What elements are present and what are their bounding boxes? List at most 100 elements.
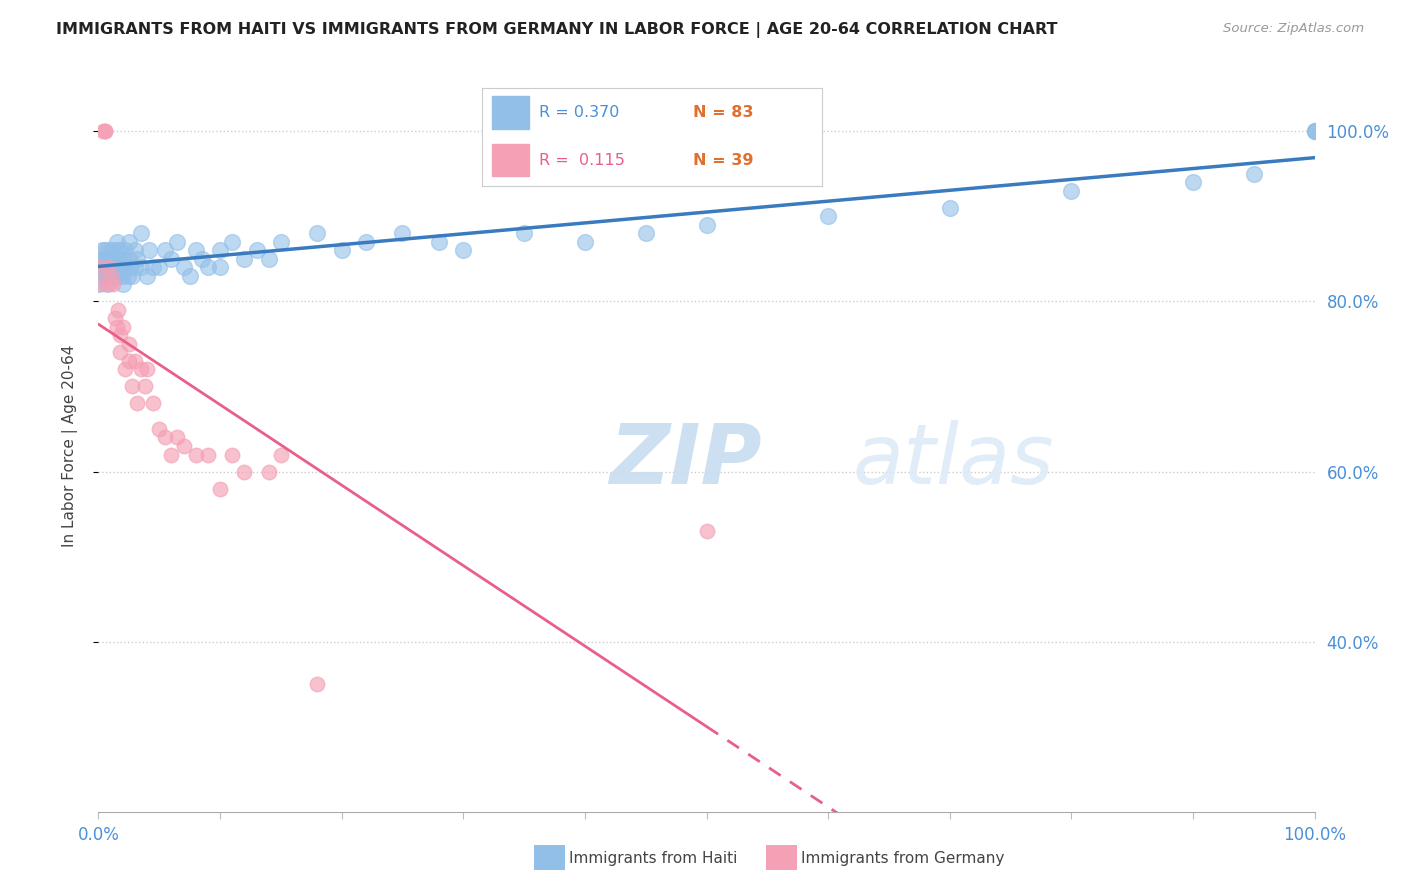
Point (118, 354, 141, 368)
Point (124, 354, 146, 368)
Point (197, 448, 219, 462)
Point (427, 235, 450, 249)
Point (111, 277, 134, 292)
Point (104, 311, 127, 326)
Point (103, 268, 125, 283)
Point (93, 124, 115, 138)
Point (87, 277, 110, 292)
Point (257, 252, 280, 266)
Point (100, 268, 122, 283)
Point (129, 260, 152, 275)
Point (330, 244, 353, 258)
Point (110, 328, 132, 343)
Point (93, 268, 115, 283)
Point (391, 227, 413, 241)
Point (173, 439, 195, 453)
Point (124, 260, 146, 275)
Point (221, 448, 243, 462)
Point (91, 244, 114, 258)
Point (134, 379, 156, 393)
Point (191, 252, 214, 266)
Point (155, 430, 177, 444)
Point (270, 448, 292, 462)
Point (209, 482, 232, 496)
Point (108, 252, 131, 266)
Point (111, 252, 134, 266)
Text: ZIP: ZIP (609, 420, 762, 501)
Point (110, 260, 132, 275)
Point (96, 277, 118, 292)
Point (98, 260, 121, 275)
Point (87, 260, 110, 275)
Point (179, 268, 201, 283)
Point (90, 260, 112, 275)
Point (453, 244, 475, 258)
Point (97, 244, 120, 258)
Text: atlas: atlas (852, 420, 1054, 501)
Point (105, 320, 128, 334)
Point (136, 362, 159, 376)
Point (111, 320, 134, 334)
Point (354, 235, 377, 249)
Point (148, 422, 170, 436)
Point (270, 235, 292, 249)
Point (136, 268, 159, 283)
Point (166, 430, 188, 444)
Point (197, 260, 219, 275)
Point (118, 252, 141, 266)
Text: Source: ZipAtlas.com: Source: ZipAtlas.com (1223, 22, 1364, 36)
Point (1060, 184, 1083, 198)
Point (114, 362, 136, 376)
Point (98, 277, 121, 292)
Point (696, 218, 718, 232)
Point (101, 277, 124, 292)
Point (124, 244, 146, 258)
Point (257, 465, 280, 479)
Point (103, 252, 125, 266)
Point (127, 252, 149, 266)
Point (110, 244, 132, 258)
Point (513, 227, 536, 241)
Point (100, 260, 122, 275)
Point (117, 268, 139, 283)
Point (91, 260, 114, 275)
Point (245, 244, 267, 258)
Point (155, 244, 177, 258)
Text: Immigrants from Haiti: Immigrants from Haiti (569, 851, 738, 865)
Point (138, 244, 160, 258)
Point (105, 252, 128, 266)
Point (127, 396, 149, 410)
Point (100, 252, 122, 266)
Point (101, 260, 124, 275)
Point (307, 677, 329, 691)
Point (148, 260, 170, 275)
Point (107, 302, 129, 317)
Point (209, 244, 232, 258)
Point (184, 448, 207, 462)
Point (166, 235, 188, 249)
Point (574, 235, 596, 249)
Point (1243, 167, 1265, 181)
Point (1303, 124, 1326, 138)
Point (129, 362, 152, 376)
Point (160, 448, 183, 462)
Point (110, 268, 132, 283)
Text: IMMIGRANTS FROM HAITI VS IMMIGRANTS FROM GERMANY IN LABOR FORCE | AGE 20-64 CORR: IMMIGRANTS FROM HAITI VS IMMIGRANTS FROM… (56, 22, 1057, 38)
Point (121, 268, 143, 283)
Point (307, 227, 329, 241)
Point (104, 260, 127, 275)
Point (696, 524, 718, 538)
Point (100, 268, 122, 283)
Point (221, 235, 243, 249)
Point (129, 227, 152, 241)
Point (105, 268, 128, 283)
Text: Immigrants from Germany: Immigrants from Germany (801, 851, 1005, 865)
Point (97, 268, 120, 283)
Point (110, 345, 132, 359)
Point (90, 277, 112, 292)
Point (939, 201, 962, 215)
Point (118, 260, 141, 275)
Point (142, 396, 165, 410)
Point (105, 235, 128, 249)
Point (96, 260, 118, 275)
